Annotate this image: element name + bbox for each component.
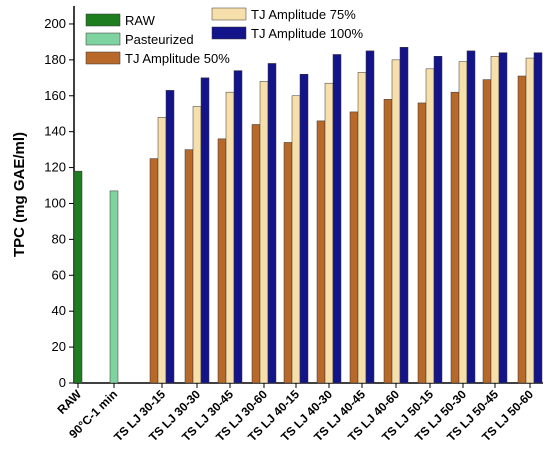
bar <box>109 190 119 384</box>
bar <box>391 59 401 384</box>
bar <box>433 56 443 384</box>
bar <box>482 79 492 384</box>
bar <box>399 47 409 384</box>
bar <box>324 82 334 384</box>
bar <box>417 102 427 384</box>
y-tick-label: 80 <box>52 231 66 246</box>
y-tick-label: 40 <box>52 303 66 318</box>
y-tick-label: 140 <box>44 124 66 139</box>
bar <box>157 117 167 384</box>
bar <box>458 61 468 384</box>
y-tick-label: 180 <box>44 52 66 67</box>
bar <box>466 50 476 384</box>
legend-label: TJ Amplitude 100% <box>251 26 363 41</box>
y-tick-label: 60 <box>52 267 66 282</box>
bar <box>184 149 194 384</box>
legend-swatch <box>85 51 121 65</box>
bar <box>425 68 435 384</box>
bars <box>73 47 543 384</box>
bar <box>165 90 175 384</box>
bar <box>267 63 277 384</box>
bar <box>233 70 243 384</box>
bar <box>73 170 83 384</box>
bar <box>365 50 375 384</box>
bar <box>498 52 508 384</box>
y-tick-label: 160 <box>44 88 66 103</box>
y-tick-label: 120 <box>44 160 66 175</box>
bar <box>383 99 393 384</box>
legend-swatch <box>85 13 121 27</box>
legend-label: TJ Amplitude 50% <box>125 51 230 66</box>
bar <box>251 124 261 384</box>
bar <box>225 91 235 384</box>
legend-label: Pasteurized <box>125 32 194 47</box>
bar <box>200 77 210 384</box>
legend-swatch <box>85 32 121 46</box>
x-tick-label: RAW <box>54 387 84 417</box>
y-tick-label: 20 <box>52 339 66 354</box>
y-tick-label: 200 <box>44 16 66 31</box>
y-tick-label: 100 <box>44 195 66 210</box>
legend-label: TJ Amplitude 75% <box>251 7 356 22</box>
bar <box>259 81 269 384</box>
bar <box>149 158 159 384</box>
legend: RAW Pasteurized TJ Amplitude 50% TJ Amplitu… <box>85 7 363 66</box>
bar <box>349 111 359 384</box>
bar <box>291 95 301 384</box>
bar <box>217 138 227 384</box>
bar <box>299 73 309 384</box>
bar <box>490 56 500 384</box>
bar <box>192 106 202 384</box>
bar <box>525 57 535 384</box>
bar <box>316 120 326 384</box>
bar <box>332 54 342 384</box>
bar <box>357 72 367 384</box>
legend-swatch <box>211 7 247 21</box>
bar <box>450 91 460 384</box>
bar <box>283 142 293 384</box>
y-axis-label: TPC (mg GAE/ml) <box>11 132 28 257</box>
bar <box>533 52 543 384</box>
y-tick-label: 0 <box>59 375 66 390</box>
legend-swatch <box>211 26 247 40</box>
bar <box>517 75 527 384</box>
legend-label: RAW <box>125 13 156 28</box>
